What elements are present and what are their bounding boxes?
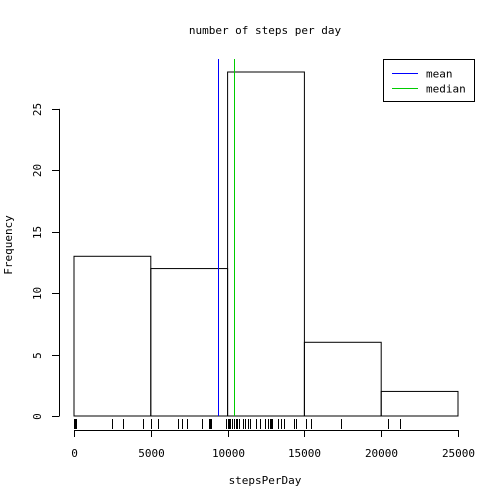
- y-axis: 0 5 10 15 20 25: [31, 103, 60, 420]
- legend: mean median: [383, 59, 475, 102]
- mean-legend-label: mean: [426, 68, 453, 81]
- histogram-bars: [73, 71, 459, 417]
- histogram-bar: [227, 71, 305, 417]
- x-tick-label: 15000: [288, 447, 321, 460]
- rug-marks: [74, 419, 401, 429]
- reference-lines: [218, 59, 235, 416]
- histogram-bar: [303, 341, 382, 417]
- histogram-bar: [73, 255, 152, 417]
- median-legend-label: median: [426, 83, 466, 96]
- histogram-bar: [380, 390, 459, 417]
- x-tick-label: 25000: [442, 447, 475, 460]
- y-tick-label: 20: [31, 164, 44, 177]
- legend-box: [383, 59, 475, 102]
- histogram-bar: [150, 268, 229, 417]
- x-tick-label: 10000: [212, 447, 245, 460]
- y-tick-label: 0: [31, 413, 44, 420]
- y-tick-label: 15: [31, 226, 44, 239]
- y-axis-label: Frequency: [2, 215, 15, 275]
- x-tick-label: 5000: [138, 447, 165, 460]
- x-tick-label: 0: [71, 447, 78, 460]
- x-tick-label: 20000: [365, 447, 398, 460]
- x-axis-label: stepsPerDay: [229, 474, 302, 487]
- y-tick-label: 5: [31, 352, 44, 359]
- chart-title: number of steps per day: [189, 24, 342, 37]
- y-tick-label: 10: [31, 287, 44, 300]
- x-axis: 0 5000 10000 15000 20000 25000: [71, 430, 475, 460]
- y-tick-label: 25: [31, 103, 44, 116]
